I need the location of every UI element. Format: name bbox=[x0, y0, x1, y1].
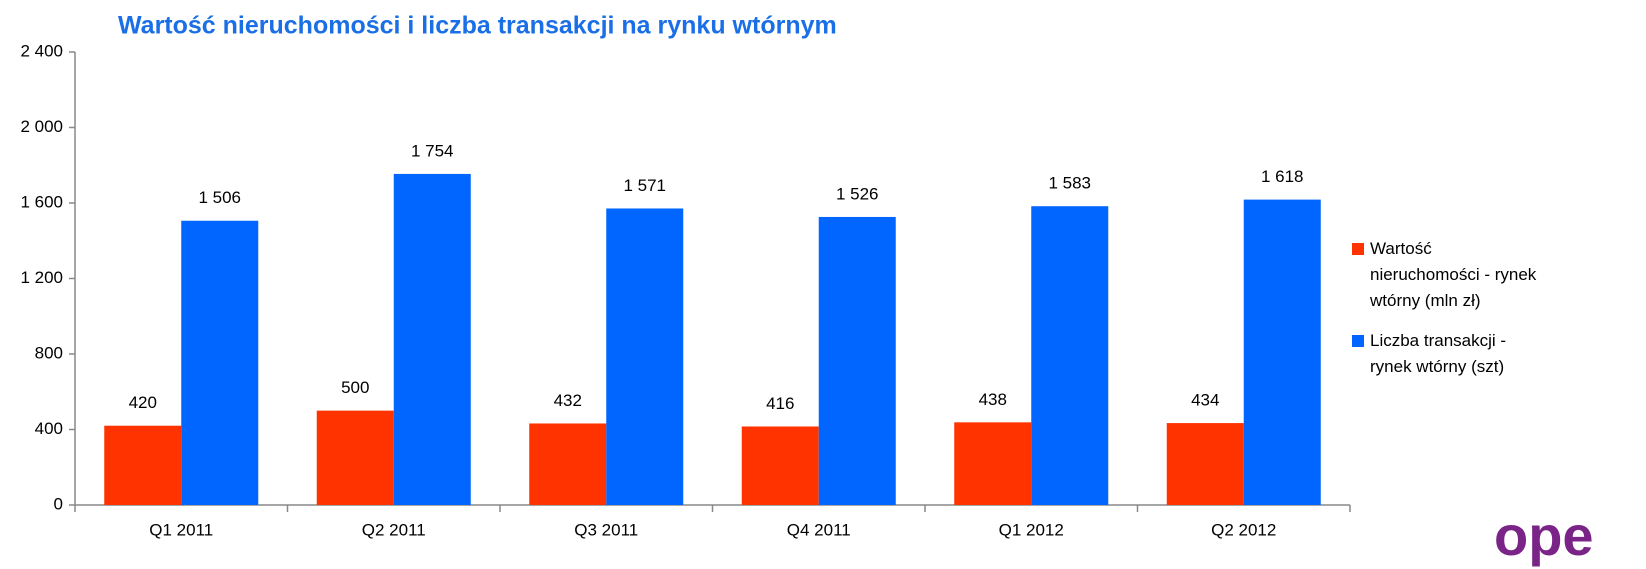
data-label: 1 754 bbox=[411, 141, 454, 160]
y-tick-label: 0 bbox=[54, 494, 63, 513]
x-tick-label: Q4 2011 bbox=[787, 520, 851, 539]
data-label: 416 bbox=[766, 394, 794, 413]
bar bbox=[1031, 206, 1109, 506]
bar bbox=[741, 426, 819, 505]
data-label: 432 bbox=[554, 391, 582, 410]
bar bbox=[1166, 423, 1244, 505]
x-tick-label: Q2 2012 bbox=[1211, 520, 1276, 539]
bar bbox=[104, 425, 182, 505]
data-label: 434 bbox=[1191, 391, 1219, 410]
data-label: 1 571 bbox=[623, 176, 666, 195]
y-tick-label: 1 600 bbox=[20, 192, 63, 211]
logo: ope bbox=[1494, 504, 1594, 567]
x-tick-label: Q3 2011 bbox=[574, 520, 638, 539]
chart-title: Wartość nieruchomości i liczba transakcj… bbox=[118, 12, 837, 40]
x-tick-label: Q2 2011 bbox=[362, 520, 426, 539]
data-label: 1 583 bbox=[1048, 174, 1091, 193]
bar bbox=[954, 422, 1032, 505]
bar bbox=[181, 220, 259, 505]
x-tick-label: Q1 2011 bbox=[149, 520, 213, 539]
legend-swatch bbox=[1352, 335, 1364, 347]
data-label: 1 618 bbox=[1261, 167, 1304, 186]
y-tick-label: 1 200 bbox=[20, 268, 63, 287]
data-label: 500 bbox=[341, 378, 369, 397]
bar bbox=[316, 410, 394, 505]
bar bbox=[818, 216, 896, 505]
legend-item: Liczba transakcji - rynek wtórny (szt) bbox=[1352, 328, 1542, 380]
bar bbox=[393, 173, 471, 505]
bar bbox=[1243, 199, 1321, 506]
bar bbox=[529, 423, 607, 505]
y-tick-label: 400 bbox=[35, 419, 63, 438]
y-tick-label: 2 000 bbox=[20, 117, 63, 136]
data-label: 1 526 bbox=[836, 184, 879, 203]
data-label: 438 bbox=[979, 390, 1007, 409]
y-tick-label: 2 400 bbox=[20, 41, 63, 60]
x-tick-label: Q1 2012 bbox=[999, 520, 1064, 539]
bar bbox=[606, 208, 684, 505]
y-tick-label: 800 bbox=[35, 343, 63, 362]
data-label: 420 bbox=[129, 393, 157, 412]
legend-label: Liczba transakcji - rynek wtórny (szt) bbox=[1370, 331, 1507, 376]
legend-swatch bbox=[1352, 243, 1364, 255]
legend-label: Wartość nieruchomości - rynek wtórny (ml… bbox=[1370, 239, 1537, 310]
legend: Wartość nieruchomości - rynek wtórny (ml… bbox=[1352, 236, 1542, 394]
legend-item: Wartość nieruchomości - rynek wtórny (ml… bbox=[1352, 236, 1542, 314]
data-label: 1 506 bbox=[198, 188, 241, 207]
